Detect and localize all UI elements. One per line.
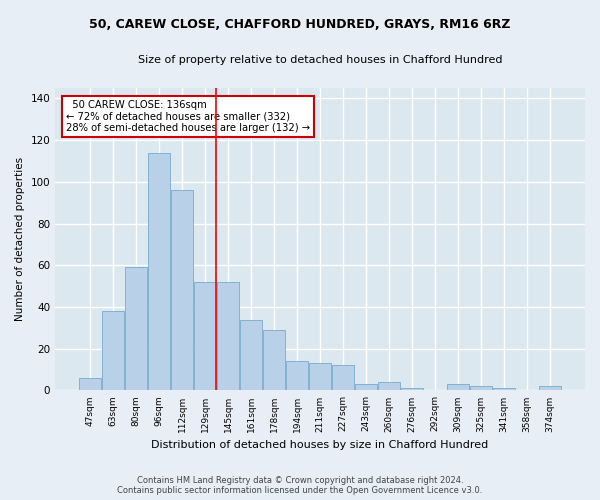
Bar — [401, 388, 423, 390]
Bar — [309, 364, 331, 390]
X-axis label: Distribution of detached houses by size in Chafford Hundred: Distribution of detached houses by size … — [151, 440, 489, 450]
Bar — [263, 330, 285, 390]
Text: Contains HM Land Registry data © Crown copyright and database right 2024.
Contai: Contains HM Land Registry data © Crown c… — [118, 476, 482, 495]
Bar — [217, 282, 239, 391]
Y-axis label: Number of detached properties: Number of detached properties — [15, 157, 25, 322]
Text: 50, CAREW CLOSE, CHAFFORD HUNDRED, GRAYS, RM16 6RZ: 50, CAREW CLOSE, CHAFFORD HUNDRED, GRAYS… — [89, 18, 511, 30]
Bar — [493, 388, 515, 390]
Bar — [194, 282, 216, 391]
Bar — [447, 384, 469, 390]
Bar — [332, 366, 354, 390]
Bar — [102, 311, 124, 390]
Title: Size of property relative to detached houses in Chafford Hundred: Size of property relative to detached ho… — [138, 55, 502, 65]
Bar — [470, 386, 492, 390]
Bar — [355, 384, 377, 390]
Bar — [125, 268, 147, 390]
Bar — [79, 378, 101, 390]
Bar — [171, 190, 193, 390]
Bar — [286, 361, 308, 390]
Text: 50 CAREW CLOSE: 136sqm
← 72% of detached houses are smaller (332)
28% of semi-de: 50 CAREW CLOSE: 136sqm ← 72% of detached… — [66, 100, 310, 134]
Bar — [240, 320, 262, 390]
Bar — [539, 386, 561, 390]
Bar — [378, 382, 400, 390]
Bar — [148, 152, 170, 390]
